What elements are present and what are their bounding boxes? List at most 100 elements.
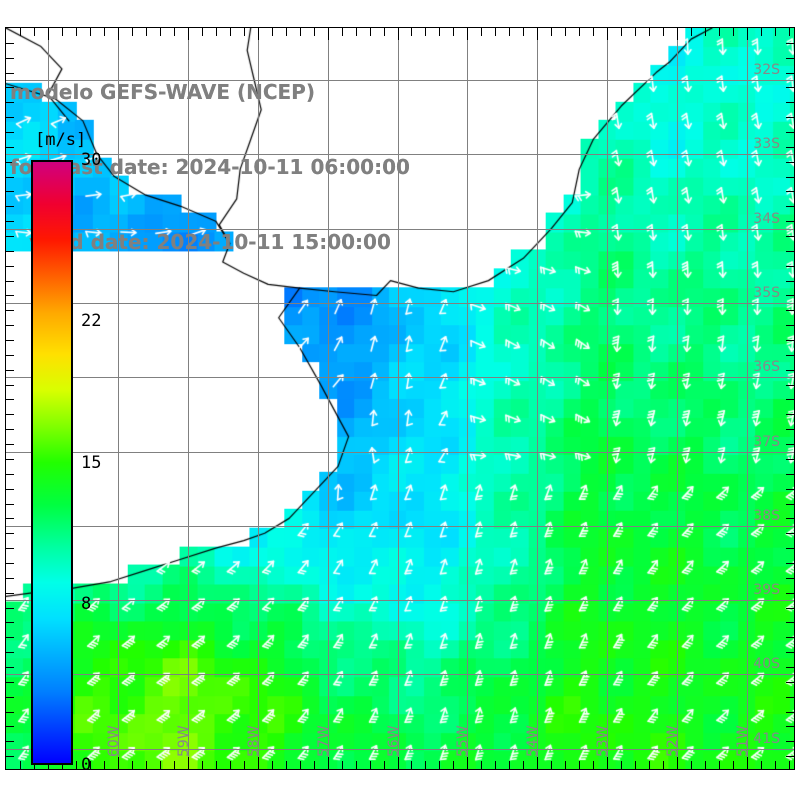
axis-tick-bottom	[398, 757, 399, 769]
gridline-vertical	[537, 28, 538, 769]
axis-tick-left	[6, 102, 14, 103]
axis-tick-left	[6, 667, 14, 668]
axis-tick-bottom	[258, 757, 259, 769]
axis-tick-left	[6, 191, 14, 192]
axis-tick-bottom	[188, 757, 189, 769]
axis-tick-left	[6, 518, 14, 519]
axis-tick-bottom	[62, 761, 63, 769]
axis-tick-top	[90, 28, 91, 36]
axis-tick-right	[786, 177, 794, 178]
axis-tick-left	[6, 43, 14, 44]
axis-tick-top	[118, 28, 119, 40]
axis-tick-top	[160, 28, 161, 36]
axis-tick-top	[663, 28, 664, 36]
axis-tick-top	[635, 28, 636, 36]
axis-tick-bottom	[384, 761, 385, 769]
axis-tick-left	[6, 310, 14, 311]
axis-tick-left	[6, 177, 14, 178]
axis-tick-left	[6, 637, 14, 638]
axis-tick-bottom	[607, 757, 608, 769]
axis-tick-left	[6, 697, 14, 698]
axis-tick-right	[786, 221, 794, 222]
axis-tick-top	[370, 28, 371, 36]
axis-tick-left	[6, 429, 14, 430]
axis-tick-right	[786, 370, 794, 371]
axis-tick-bottom	[411, 761, 412, 769]
axis-tick-bottom	[537, 757, 538, 769]
axis-tick-left	[6, 87, 14, 88]
axis-tick-right	[786, 281, 794, 282]
colorbar-tick-label: 8	[81, 594, 92, 614]
axis-tick-top	[789, 28, 790, 36]
axis-tick-left	[6, 73, 14, 74]
axis-tick-right	[786, 563, 794, 564]
axis-tick-left	[6, 608, 14, 609]
gridline-vertical	[118, 28, 119, 769]
axis-tick-right	[786, 667, 794, 668]
lat-tick-label: 41S	[753, 731, 780, 747]
lat-tick-label: 33S	[753, 136, 780, 152]
axis-tick-left	[6, 281, 14, 282]
colorbar-tick-label: 15	[81, 453, 102, 473]
axis-tick-bottom	[705, 761, 706, 769]
axis-tick-top	[356, 28, 357, 36]
axis-tick-top	[537, 28, 538, 40]
colorbar-tick-label: 0	[81, 755, 92, 775]
gridline-horizontal	[6, 80, 794, 81]
axis-tick-top	[62, 28, 63, 36]
axis-tick-top	[20, 28, 21, 36]
lon-tick-label: 57W	[316, 725, 332, 757]
lon-tick-label: 52W	[665, 725, 681, 757]
axis-tick-left	[6, 548, 14, 549]
axis-tick-left	[6, 221, 14, 222]
axis-tick-bottom	[118, 757, 119, 769]
colorbar-gradient	[31, 160, 73, 765]
axis-tick-right	[786, 102, 794, 103]
axis-tick-bottom	[314, 761, 315, 769]
axis-tick-left	[6, 682, 14, 683]
axis-tick-top	[48, 28, 49, 40]
axis-tick-left	[6, 340, 14, 341]
axis-tick-left	[6, 712, 14, 713]
axis-tick-bottom	[579, 761, 580, 769]
gridline-vertical	[258, 28, 259, 769]
gridline-vertical	[328, 28, 329, 769]
axis-tick-bottom	[272, 761, 273, 769]
lon-tick-label: 60W	[106, 725, 122, 757]
axis-tick-bottom	[481, 761, 482, 769]
axis-tick-right	[786, 712, 794, 713]
axis-tick-bottom	[467, 757, 468, 769]
axis-tick-left	[6, 593, 14, 594]
lat-tick-label: 38S	[753, 508, 780, 524]
gridline-vertical	[677, 28, 678, 769]
axis-tick-right	[786, 43, 794, 44]
axis-tick-left	[6, 355, 14, 356]
axis-tick-right	[786, 295, 794, 296]
axis-tick-bottom	[453, 761, 454, 769]
colorbar-tick-label: 22	[81, 311, 102, 331]
axis-tick-right	[786, 236, 794, 237]
axis-tick-bottom	[565, 761, 566, 769]
axis-tick-bottom	[635, 761, 636, 769]
lat-tick-label: 37S	[753, 434, 780, 450]
axis-tick-bottom	[747, 757, 748, 769]
axis-tick-left	[6, 756, 14, 757]
axis-tick-left	[6, 504, 14, 505]
gridline-vertical	[607, 28, 608, 769]
axis-tick-right	[786, 147, 794, 148]
axis-tick-top	[300, 28, 301, 36]
axis-tick-top	[719, 28, 720, 36]
axis-tick-left	[6, 622, 14, 623]
axis-tick-bottom	[132, 761, 133, 769]
axis-tick-left	[6, 370, 14, 371]
axis-tick-top	[146, 28, 147, 36]
axis-tick-top	[425, 28, 426, 36]
axis-tick-top	[705, 28, 706, 36]
axis-tick-bottom	[509, 761, 510, 769]
axis-tick-left	[6, 578, 14, 579]
axis-tick-left	[6, 414, 14, 415]
axis-tick-left	[6, 325, 14, 326]
axis-tick-top	[258, 28, 259, 40]
axis-tick-top	[230, 28, 231, 36]
axis-tick-bottom	[230, 761, 231, 769]
